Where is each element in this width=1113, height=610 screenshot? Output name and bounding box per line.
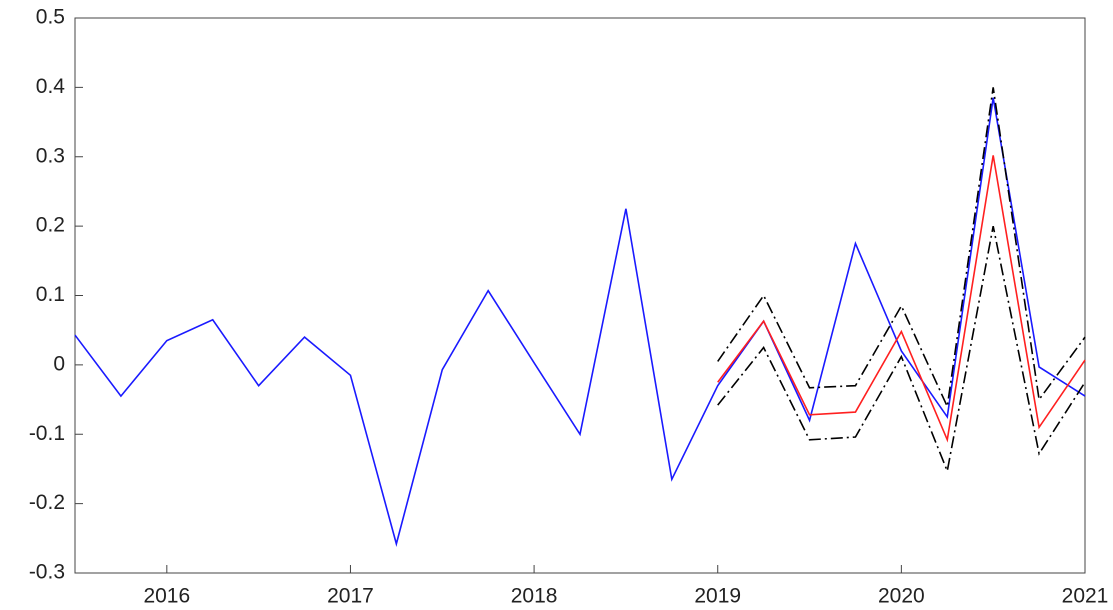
series-line xyxy=(717,225,1086,474)
y-tick-label: 0 xyxy=(53,352,65,375)
plot-frame xyxy=(74,17,1086,574)
x-tick-label: 2016 xyxy=(143,585,190,608)
y-tick-label: 0.1 xyxy=(36,283,65,306)
series-line xyxy=(717,155,1086,443)
x-tick-label: 2021 xyxy=(1062,585,1109,608)
x-tick-label: 2018 xyxy=(511,585,558,608)
y-tick-label: -0.1 xyxy=(29,422,65,445)
y-tick-label: 0.2 xyxy=(36,214,65,237)
y-tick-label: -0.3 xyxy=(29,561,65,584)
y-tick-label: -0.2 xyxy=(29,491,65,514)
y-tick-label: 0.5 xyxy=(36,6,65,29)
y-tick-label: 0.3 xyxy=(36,144,65,167)
x-tick-label: 2019 xyxy=(694,585,741,608)
series-line xyxy=(717,87,1086,410)
x-tick-label: 2020 xyxy=(878,585,925,608)
series-line xyxy=(74,97,1086,547)
y-tick-label: 0.4 xyxy=(36,75,66,98)
x-tick-label: 2017 xyxy=(327,585,374,608)
